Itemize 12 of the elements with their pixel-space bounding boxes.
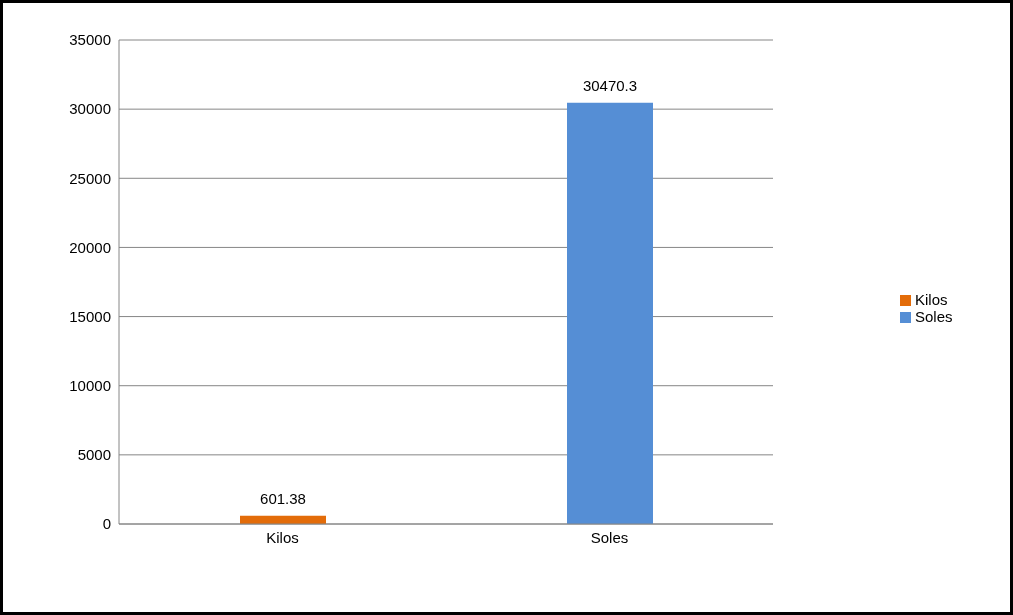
y-tick-label: 10000	[69, 377, 111, 395]
y-tick-label: 15000	[69, 307, 111, 325]
legend-label: Soles	[915, 307, 953, 325]
y-tick-label: 25000	[69, 169, 111, 187]
y-tick-label: 30000	[69, 100, 111, 118]
y-tick-label: 5000	[77, 446, 111, 464]
y-tick-label: 0	[102, 515, 111, 533]
y-tick-label: 35000	[69, 31, 111, 49]
data-label: 601.38	[260, 489, 306, 507]
data-label: 30470.3	[582, 76, 638, 94]
y-tick-label: 20000	[69, 238, 111, 256]
legend-label: Kilos	[915, 290, 948, 308]
